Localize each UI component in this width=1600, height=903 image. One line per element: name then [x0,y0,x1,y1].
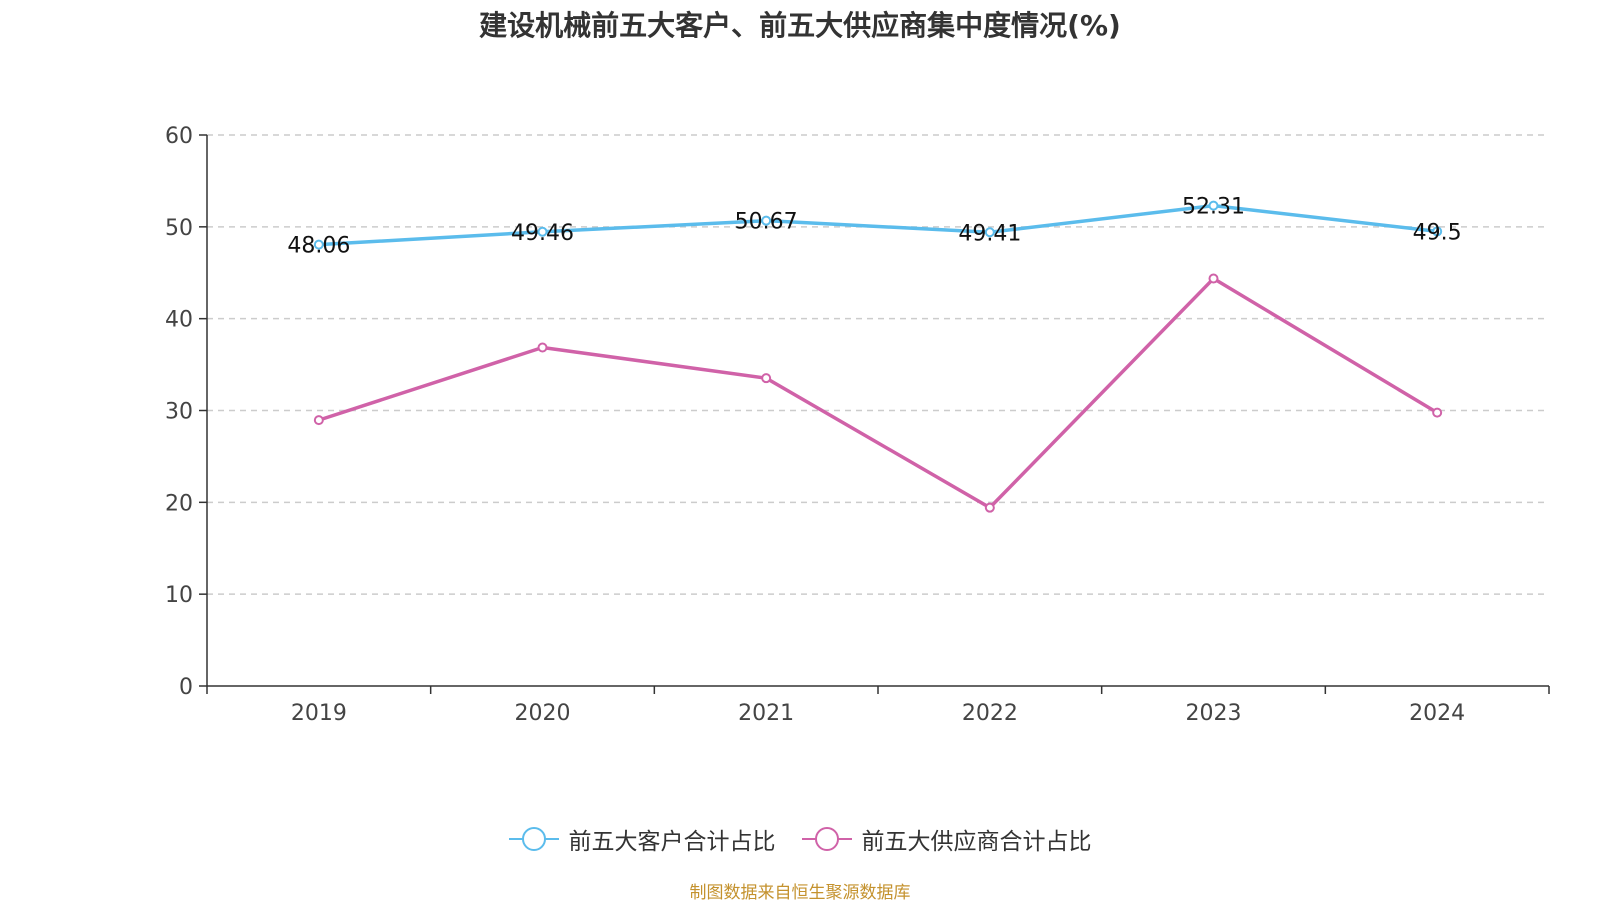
data-point [761,215,772,226]
data-label: 50.67 [735,210,798,235]
series-line-0 [317,203,1439,247]
data-point [761,373,772,384]
data-point [537,226,548,237]
x-tick-label: 2024 [1409,701,1465,726]
legend-label-customers: 前五大客户合计占比 [568,829,776,855]
y-tick-label: 10 [165,583,193,608]
series [313,200,1443,513]
data-point [1208,200,1219,211]
data-point [313,415,324,426]
y-tick-label: 40 [165,308,193,333]
legend-label-suppliers: 前五大供应商合计占比 [861,829,1092,855]
legend-item-suppliers[interactable]: 前五大供应商合计占比 [801,822,1092,856]
x-tick-label: 2019 [291,701,347,726]
y-tick-label: 0 [179,675,193,700]
data-point [1208,273,1219,284]
data-point [1432,226,1443,237]
data-point [984,502,995,513]
data-point [313,239,324,250]
x-tick-label: 2021 [738,701,794,726]
y-tick-label: 20 [165,491,193,516]
series-line-1 [317,276,1439,510]
axes: 0 10 20 30 40 50 60 2019 2020 2021 2022 2023 2024 [165,124,1550,726]
data-point [1432,407,1443,418]
legend-marker-customers-icon [508,827,559,851]
grid-lines [207,134,1549,595]
data-point [984,227,995,238]
y-tick-label: 50 [165,216,193,241]
y-tick-label: 30 [165,400,193,425]
data-label: 49.46 [511,221,574,246]
source-note: 制图数据来自恒生聚源数据库 [689,883,911,903]
x-tick-label: 2023 [1186,701,1242,726]
data-labels: 48.06 49.46 50.67 49.41 52.31 49.5 [287,195,1461,259]
y-tick-label: 60 [165,124,193,149]
legend: 前五大客户合计占比 前五大供应商合计占比 [0,822,1600,856]
data-label: 49.41 [958,221,1021,246]
data-label: 48.06 [287,234,350,259]
x-tick-label: 2020 [515,701,571,726]
x-tick-label: 2022 [962,701,1018,726]
legend-marker-suppliers-icon [801,827,852,851]
data-point [537,342,548,353]
data-label: 52.31 [1182,195,1245,220]
data-label: 49.5 [1413,220,1462,245]
chart-title: 建设机械前五大客户、前五大供应商集中度情况(%) [479,9,1121,42]
legend-item-customers[interactable]: 前五大客户合计占比 [508,822,776,856]
